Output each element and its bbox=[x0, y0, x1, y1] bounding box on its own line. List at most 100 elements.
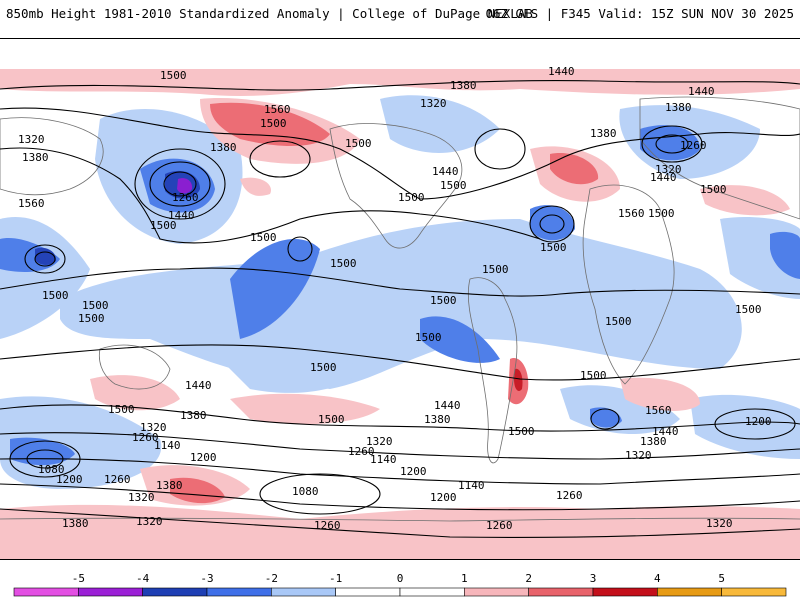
contour-label: 1260 bbox=[556, 489, 583, 502]
color-scale-swatch bbox=[271, 587, 336, 597]
color-scale-swatch bbox=[78, 587, 143, 597]
coastlines bbox=[0, 96, 800, 522]
contour-label: 1380 bbox=[640, 435, 667, 448]
color-scale-swatch bbox=[142, 587, 208, 597]
contour-label: 1500 bbox=[430, 294, 457, 307]
contour-label: 1440 bbox=[185, 379, 212, 392]
contour-label: 1380 bbox=[180, 409, 207, 422]
map-title: 850mb Height 1981-2010 Standardized Anom… bbox=[6, 6, 533, 21]
color-scale-swatch bbox=[206, 587, 272, 597]
contour-label: 1080 bbox=[292, 485, 319, 498]
contour-label: 1260 bbox=[314, 519, 341, 532]
contour-label: 1380 bbox=[62, 517, 89, 530]
contour-label: 1500 bbox=[150, 219, 177, 232]
contour-label: 1260 bbox=[680, 139, 707, 152]
color-scale-tick-label: -3 bbox=[200, 572, 213, 585]
contour-label: 1200 bbox=[400, 465, 427, 478]
contour-label: 1440 bbox=[168, 209, 195, 222]
contour-label: 1380 bbox=[210, 141, 237, 154]
contour-label: 1500 bbox=[398, 191, 425, 204]
contour-label: 1260 bbox=[132, 431, 159, 444]
contour-label: 1500 bbox=[160, 69, 187, 82]
color-scale-tick-label: 5 bbox=[718, 572, 725, 585]
color-scale-tick-label: -5 bbox=[72, 572, 85, 585]
contour-label: 1320 bbox=[18, 133, 45, 146]
color-scale-tick-label: -4 bbox=[136, 572, 150, 585]
contour-label: 1200 bbox=[190, 451, 217, 464]
contour-label: 1440 bbox=[688, 85, 715, 98]
contour-label: 1560 bbox=[18, 197, 45, 210]
contour-label: 1560 bbox=[645, 404, 672, 417]
contour-label: 1140 bbox=[370, 453, 397, 466]
contour-label: 1500 bbox=[42, 289, 69, 302]
color-scale-svg: -5 -4 -3 -2 -1 0 1 2 3 4 5 bbox=[13, 572, 787, 597]
color-scale-swatch bbox=[721, 587, 787, 597]
contour-label: 1500 bbox=[605, 315, 632, 328]
contour-label: 1500 bbox=[330, 257, 357, 270]
contour-label: 1500 bbox=[440, 179, 467, 192]
color-scale-tick-label: 1 bbox=[461, 572, 468, 585]
color-scale-swatch bbox=[528, 587, 594, 597]
color-scale-swatch bbox=[13, 587, 79, 597]
contour-label: 1260 bbox=[486, 519, 513, 532]
contour-label: 1260 bbox=[104, 473, 131, 486]
contour-label: 1500 bbox=[318, 413, 345, 426]
contour-label: 1380 bbox=[156, 479, 183, 492]
contour-label: 1500 bbox=[108, 403, 135, 416]
contour-label: 1500 bbox=[260, 117, 287, 130]
color-scale-tick-label: 0 bbox=[397, 572, 404, 585]
contour-label: 1140 bbox=[458, 479, 485, 492]
contour-label: 1260 bbox=[172, 191, 199, 204]
contour-label: 1500 bbox=[735, 303, 762, 316]
contour-label: 1200 bbox=[56, 473, 83, 486]
color-scale-tick-label: 3 bbox=[590, 572, 597, 585]
contour-labels: 1500 1380 1440 1320 1560 1500 1320 1380 … bbox=[18, 65, 772, 532]
contour-label: 1380 bbox=[424, 413, 451, 426]
contour-label: 1140 bbox=[154, 439, 181, 452]
color-scale-tick-label: 4 bbox=[654, 572, 661, 585]
contour-label: 1380 bbox=[22, 151, 49, 164]
contour-label: 1320 bbox=[140, 421, 167, 434]
contour-label: 1320 bbox=[366, 435, 393, 448]
contour-label: 1440 bbox=[650, 171, 677, 184]
contour-label: 1200 bbox=[745, 415, 772, 428]
contour-label: 1380 bbox=[590, 127, 617, 140]
contour-label: 1440 bbox=[652, 425, 679, 438]
contour-label: 1440 bbox=[548, 65, 575, 78]
height-contours bbox=[0, 80, 800, 539]
contour-label: 1500 bbox=[540, 241, 567, 254]
contour-label: 1500 bbox=[700, 183, 727, 196]
color-scale-legend: -5 -4 -3 -2 -1 0 1 2 3 4 5 bbox=[0, 568, 800, 600]
contour-label: 1500 bbox=[78, 312, 105, 325]
contour-label: 1320 bbox=[706, 517, 733, 530]
positive-anomaly-core bbox=[170, 102, 599, 504]
color-scale-swatches bbox=[13, 587, 787, 597]
contour-label: 1440 bbox=[434, 399, 461, 412]
contour-label: 1560 bbox=[264, 103, 291, 116]
contour-label: 1500 bbox=[482, 263, 509, 276]
contour-label: 1380 bbox=[450, 79, 477, 92]
contour-label: 1320 bbox=[420, 97, 447, 110]
anomaly-map: 1500 1380 1440 1320 1560 1500 1320 1380 … bbox=[0, 38, 800, 560]
color-scale-ticks: -5 -4 -3 -2 -1 0 1 2 3 4 5 bbox=[72, 572, 725, 585]
contour-label: 1200 bbox=[430, 491, 457, 504]
negative-anomaly-shading bbox=[0, 95, 800, 489]
contour-label: 1500 bbox=[310, 361, 337, 374]
negative-anomaly-core bbox=[0, 125, 800, 466]
contour-label: 1500 bbox=[82, 299, 109, 312]
color-scale-swatch bbox=[335, 587, 401, 597]
contour-label: 1440 bbox=[432, 165, 459, 178]
color-scale-swatch bbox=[592, 587, 658, 597]
contour-label: 1500 bbox=[508, 425, 535, 438]
contour-label: 1500 bbox=[250, 231, 277, 244]
color-scale-tick-label: -2 bbox=[265, 572, 278, 585]
color-scale-tick-label: -1 bbox=[329, 572, 342, 585]
map-canvas: 1500 1380 1440 1320 1560 1500 1320 1380 … bbox=[0, 65, 800, 559]
contour-label: 1560 bbox=[618, 207, 645, 220]
contour-label: 1320 bbox=[136, 515, 163, 528]
color-scale-swatch bbox=[464, 587, 529, 597]
contour-label: 1320 bbox=[128, 491, 155, 504]
model-valid-time: 06Z GFS | F345 Valid: 15Z SUN NOV 30 202… bbox=[485, 6, 794, 21]
color-scale-tick-label: 2 bbox=[525, 572, 532, 585]
contour-label: 1080 bbox=[38, 463, 65, 476]
